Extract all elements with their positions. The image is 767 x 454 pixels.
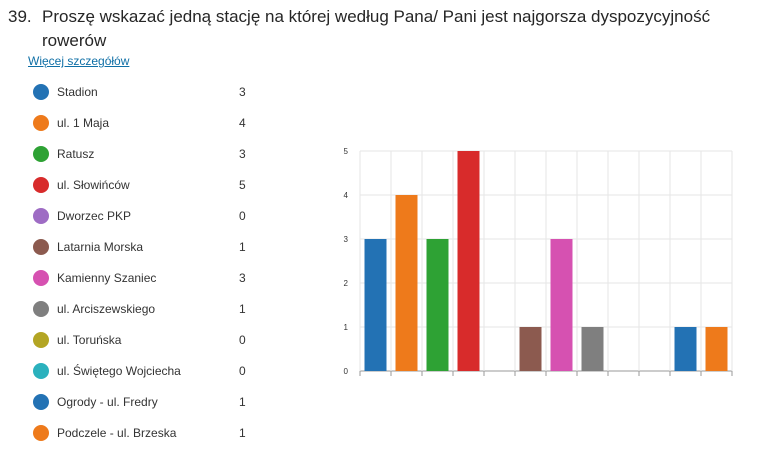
legend-count: 3 [239,271,246,285]
legend-item: Ogrody - ul. Fredry 1 [33,392,263,423]
legend-color-dot [33,332,49,348]
y-tick-label: 4 [344,191,349,200]
legend-color-dot [33,425,49,441]
legend-item: ul. Słowińców 5 [33,175,263,206]
legend-item: Podczele - ul. Brzeska 1 [33,423,263,454]
legend-count: 3 [239,147,246,161]
question-text: Proszę wskazać jedną stację na której we… [42,7,711,50]
legend-color-dot [33,394,49,410]
bar [457,151,480,371]
legend-label: ul. 1 Maja [57,116,110,130]
legend-count: 0 [239,364,246,378]
more-details-link[interactable]: Więcej szczegółów [28,54,130,68]
legend-color-dot [33,177,49,193]
legend-color-dot [33,115,49,131]
legend: Stadion 3 ul. 1 Maja 4 Ratusz 3 ul. Słowińców 5… [33,82,263,454]
legend-count: 0 [239,333,246,347]
legend-item: Ratusz 3 [33,144,263,175]
legend-item: ul. 1 Maja 4 [33,113,263,144]
legend-color-dot [33,270,49,286]
legend-label: Stadion [57,85,98,99]
legend-count: 5 [239,178,246,192]
y-tick-label: 1 [344,323,349,332]
legend-label: Ogrody - ul. Fredry [57,395,158,409]
legend-label: Latarnia Morska [57,240,144,254]
legend-color-dot [33,84,49,100]
legend-count: 0 [239,209,246,223]
legend-color-dot [33,208,49,224]
legend-item: Stadion 3 [33,82,263,113]
bar [581,327,604,371]
bar [674,327,697,371]
legend-count: 1 [239,395,246,409]
legend-count: 1 [239,426,246,440]
legend-color-dot [33,363,49,379]
y-tick-label: 3 [344,235,349,244]
legend-item: Dworzec PKP 0 [33,206,263,237]
legend-label: ul. Toruńska [57,333,122,347]
legend-color-dot [33,301,49,317]
bar [395,195,418,371]
legend-count: 1 [239,302,246,316]
bar [519,327,542,371]
bar [550,239,573,371]
legend-item: Latarnia Morska 1 [33,237,263,268]
legend-count: 4 [239,116,246,130]
legend-count: 1 [239,240,246,254]
bar [705,327,728,371]
legend-label: Dworzec PKP [57,209,132,223]
question-number: 39. [8,7,32,26]
bar-chart: 0 1 2 3 4 5 [344,147,733,376]
legend-label: Ratusz [57,147,95,161]
legend-label: Kamienny Szaniec [57,271,157,285]
legend-label: ul. Arciszewskiego [57,302,156,316]
legend-color-dot [33,146,49,162]
legend-item: ul. Świętego Wojciecha 0 [33,361,263,392]
legend-item: ul. Toruńska 0 [33,330,263,361]
legend-label: ul. Słowińców [57,178,130,192]
legend-label: Podczele - ul. Brzeska [57,426,177,440]
legend-item: Kamienny Szaniec 3 [33,268,263,299]
y-tick-label: 2 [344,279,349,288]
legend-color-dot [33,239,49,255]
bar [426,239,449,371]
legend-label: ul. Świętego Wojciecha [57,364,181,378]
y-tick-label: 5 [344,147,349,156]
bar [364,239,387,371]
legend-item: ul. Arciszewskiego 1 [33,299,263,330]
legend-count: 3 [239,85,246,99]
question-header: 39. Proszę wskazać jedną stację na które… [8,5,748,53]
y-tick-label: 0 [344,367,349,376]
